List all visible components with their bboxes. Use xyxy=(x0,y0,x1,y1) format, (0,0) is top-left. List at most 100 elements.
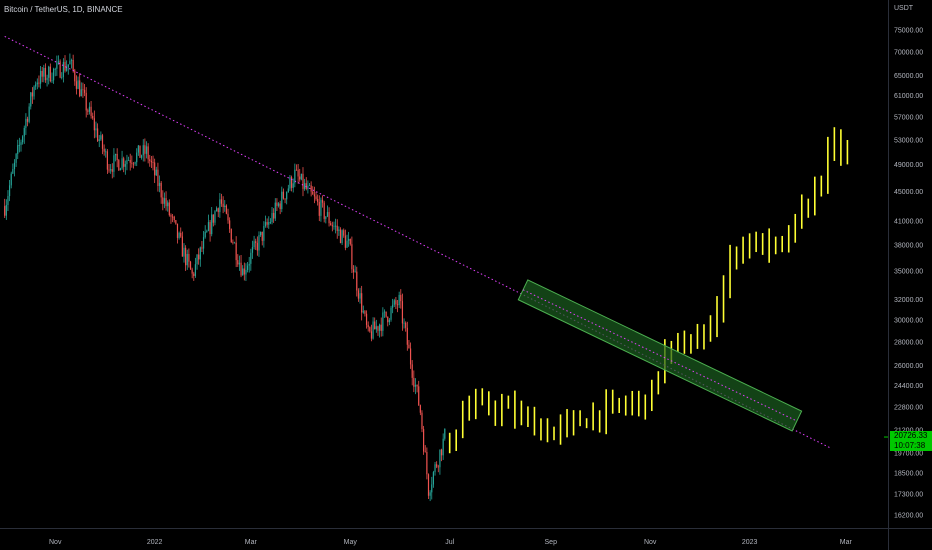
candle-body xyxy=(222,203,224,207)
candle-body xyxy=(101,135,104,149)
candle-body xyxy=(357,290,360,299)
candle-body xyxy=(426,452,428,475)
candle-body xyxy=(434,464,436,473)
candle-body xyxy=(144,145,146,154)
candle-body xyxy=(150,160,152,163)
time-axis-tick-label: 2022 xyxy=(147,539,163,546)
candle-body xyxy=(123,158,125,167)
candle-body xyxy=(284,198,286,200)
candle-body xyxy=(243,268,245,275)
price-axis-tick-label: 35000.00 xyxy=(894,269,923,276)
candle-body xyxy=(304,183,306,189)
candle-body xyxy=(237,260,239,265)
candle-body xyxy=(318,202,320,216)
candle-body xyxy=(238,262,241,265)
candle-body xyxy=(141,155,143,158)
candle-body xyxy=(416,384,418,387)
candle-body xyxy=(15,153,17,163)
breakout-channel xyxy=(517,279,803,432)
candle-body xyxy=(305,183,307,189)
candle-body xyxy=(131,162,133,164)
candle-body xyxy=(149,159,151,161)
candle-body xyxy=(167,202,169,207)
candle-body xyxy=(439,449,441,468)
candle-body xyxy=(216,208,218,212)
candle-body xyxy=(277,203,280,206)
candle-body xyxy=(250,252,252,264)
candle-body xyxy=(317,198,319,203)
candle-body xyxy=(92,115,94,119)
candle-body xyxy=(242,268,244,276)
candle-body xyxy=(294,169,296,184)
candle-body xyxy=(93,118,95,131)
candle-body xyxy=(258,235,260,251)
candle-body xyxy=(286,192,288,200)
candle-body xyxy=(88,106,91,112)
candle-body xyxy=(188,253,190,262)
candle-body xyxy=(22,136,24,143)
price-axis-tick-label: 22800.00 xyxy=(894,404,923,411)
candle-body xyxy=(354,271,356,273)
bar-countdown-label: 10:07:38 xyxy=(894,441,926,450)
candle-body xyxy=(43,67,45,77)
candle-body xyxy=(330,223,332,226)
candle-body xyxy=(405,322,407,328)
candle-body xyxy=(418,386,420,406)
candle-body xyxy=(312,191,314,195)
time-axis-tick-label: Mar xyxy=(840,539,853,546)
candle-body xyxy=(334,225,337,227)
candle-body xyxy=(158,182,161,186)
candle-body xyxy=(387,316,389,323)
candle-body xyxy=(67,64,69,68)
candle-body xyxy=(409,348,412,365)
candle-body xyxy=(429,492,431,496)
time-axis-tick-label: Jul xyxy=(445,539,454,546)
candle-body xyxy=(388,319,390,323)
candle-body xyxy=(66,67,68,71)
candle-body xyxy=(13,162,16,170)
price-axis-tick-label: 26000.00 xyxy=(894,363,923,370)
candle-body xyxy=(64,62,66,71)
candle-body xyxy=(224,205,226,207)
candle-body xyxy=(380,324,382,331)
candle-body xyxy=(103,148,105,152)
candle-body xyxy=(400,294,402,302)
candle-body xyxy=(77,80,79,89)
price-axis-currency: USDT xyxy=(894,5,914,12)
candle-body xyxy=(227,213,229,221)
candle-body xyxy=(281,191,283,210)
candle-body xyxy=(139,145,141,158)
candle-body xyxy=(310,185,312,192)
candle-body xyxy=(181,236,183,257)
candle-body xyxy=(374,321,376,330)
candle-body xyxy=(423,429,425,452)
price-axis-tick-label: 38000.00 xyxy=(894,243,923,250)
candle-body xyxy=(39,70,42,84)
current-price-label: 20726.33 xyxy=(894,431,928,440)
candle-body xyxy=(108,169,110,171)
candle-body xyxy=(297,169,299,177)
candle-body xyxy=(194,264,197,276)
candle-body xyxy=(352,269,355,273)
candle-body xyxy=(385,311,387,317)
candle-body xyxy=(136,152,138,163)
candle-body xyxy=(263,226,265,241)
candle-body xyxy=(255,241,257,244)
candle-body xyxy=(396,304,399,306)
candle-body xyxy=(246,265,249,270)
candle-body xyxy=(69,60,71,65)
candle-body xyxy=(348,239,350,241)
candle-body xyxy=(266,222,268,225)
candle-body xyxy=(212,214,214,223)
candle-body xyxy=(180,232,182,237)
time-axis-tick-label: Sep xyxy=(545,539,558,546)
candle-body xyxy=(229,220,231,229)
candle-body xyxy=(442,438,444,456)
candle-body xyxy=(302,173,304,189)
candle-body xyxy=(82,89,84,91)
candle-body xyxy=(175,220,177,224)
candle-body xyxy=(198,254,200,260)
candle-body xyxy=(427,474,430,496)
candle-body xyxy=(191,269,193,274)
